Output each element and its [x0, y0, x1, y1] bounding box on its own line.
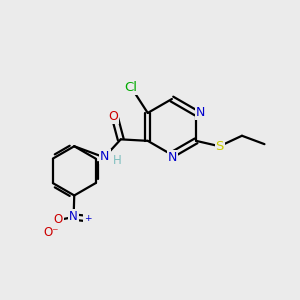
Text: N: N: [168, 151, 178, 164]
Text: +: +: [84, 214, 92, 223]
Text: O: O: [108, 110, 118, 123]
Text: H: H: [112, 154, 121, 167]
Text: S: S: [216, 140, 224, 153]
Text: N: N: [100, 150, 110, 163]
Text: O: O: [53, 213, 63, 226]
Text: Cl: Cl: [125, 81, 138, 94]
Text: O⁻: O⁻: [44, 226, 59, 238]
Text: N: N: [196, 106, 205, 118]
Text: N: N: [69, 210, 78, 223]
